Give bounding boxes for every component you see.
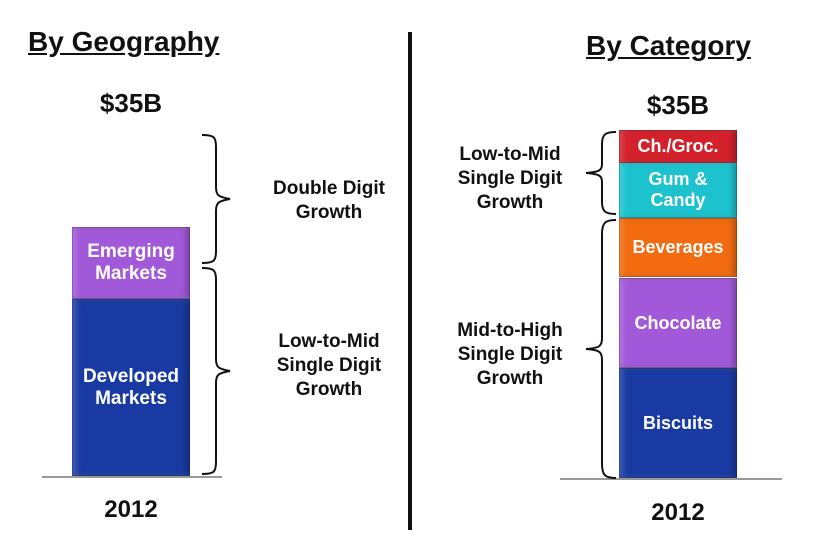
segment-label-chocolate: Chocolate (634, 312, 722, 333)
category-title: By Category (586, 30, 751, 61)
category-year-label: 2012 (651, 499, 705, 526)
category-total-label: $35B (646, 90, 710, 120)
geography-emerging-brace (201, 134, 231, 264)
panel-divider (408, 32, 412, 530)
bar-segment-ch-groc: Ch./Groc. (619, 130, 737, 163)
bar-segment-biscuits: Biscuits (619, 368, 737, 478)
segment-label-ch-groc: Ch./Groc. (637, 136, 719, 157)
segment-label-developed-markets: Developed Markets (82, 365, 180, 409)
geography-total-label: $35B (99, 88, 163, 118)
geography-title: By Geography (28, 26, 220, 57)
geography-stacked-bar: Developed Markets Emerging Markets (72, 131, 190, 476)
bar-segment-emerging-markets: Emerging Markets (72, 227, 190, 299)
geography-baseline (42, 476, 222, 478)
category-mid-high-growth-annotation: Mid-to-High Single Digit Growth (457, 320, 563, 389)
geography-developed-brace (201, 267, 231, 475)
geography-year-label: 2012 (104, 496, 158, 523)
bar-segment-beverages: Beverages (619, 218, 737, 277)
bar-segment-developed-markets: Developed Markets (72, 299, 190, 476)
segment-label-beverages: Beverages (632, 237, 724, 258)
category-mid-high-brace (585, 219, 617, 479)
category-stacked-bar: Biscuits Chocolate Beverages Gum & Candy Ch.… (619, 130, 737, 478)
segment-label-gum-candy: Gum & Candy (648, 169, 708, 210)
category-low-mid-brace (585, 131, 617, 215)
bar-segment-chocolate: Chocolate (619, 278, 737, 368)
category-low-mid-growth-annotation: Low-to-Mid Single Digit Growth (457, 144, 563, 213)
bar-segment-gum-candy: Gum & Candy (619, 162, 737, 218)
category-baseline (560, 478, 782, 480)
geography-developed-growth-annotation: Low-to-Mid Single Digit Growth (276, 331, 382, 400)
segment-label-emerging-markets: Emerging Markets (87, 241, 175, 284)
geography-emerging-growth-annotation: Double Digit Growth (273, 178, 385, 223)
segment-label-biscuits: Biscuits (642, 412, 714, 433)
